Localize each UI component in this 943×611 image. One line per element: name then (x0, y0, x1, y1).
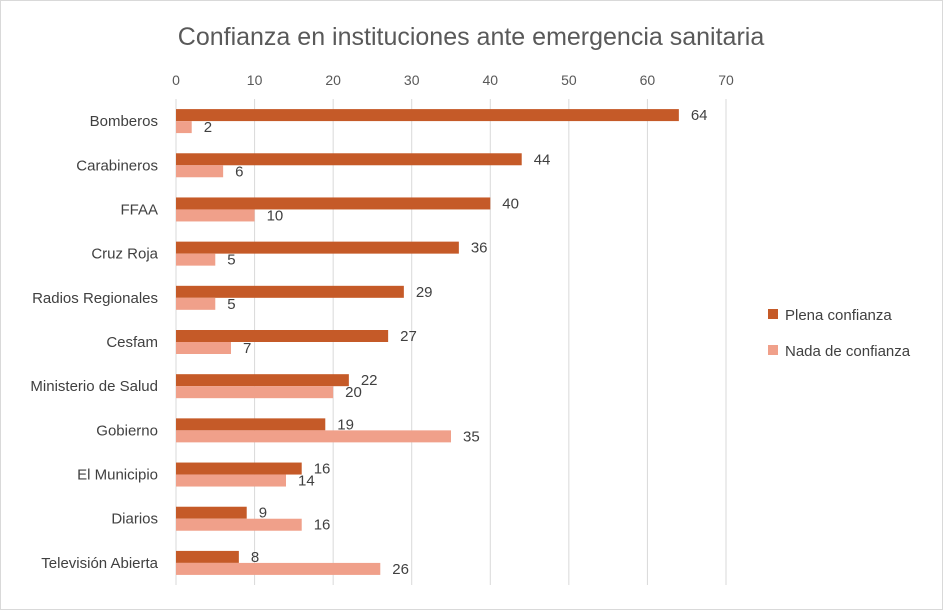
x-tick-label: 60 (640, 72, 656, 88)
bar-nada-de-confianza (176, 474, 286, 487)
bar-nada-de-confianza (176, 562, 381, 575)
bar-plena-confianza (176, 241, 459, 254)
data-label: 22 (361, 372, 378, 389)
bar-plena-confianza (176, 330, 389, 342)
category-label: Radios Regionales (32, 290, 158, 307)
bar-nada-de-confianza (176, 342, 231, 354)
x-tick-label: 30 (404, 72, 420, 88)
bar-plena-confianza (176, 506, 247, 519)
data-label: 44 (534, 151, 551, 168)
data-label: 19 (337, 416, 354, 433)
bar-plena-confianza (176, 109, 679, 122)
x-tick-label: 50 (561, 72, 577, 88)
data-label: 27 (400, 328, 417, 345)
data-label: 40 (502, 195, 519, 212)
bar-plena-confianza (176, 550, 239, 563)
x-tick-label: 10 (247, 72, 263, 88)
x-tick-label: 0 (172, 72, 180, 88)
data-label: 5 (227, 296, 235, 313)
bar-nada-de-confianza (176, 165, 224, 178)
category-label: Bomberos (90, 113, 158, 130)
x-tick-label: 20 (325, 72, 341, 88)
chart-title: Confianza en instituciones ante emergenc… (178, 23, 765, 51)
category-label: Carabineros (76, 157, 158, 174)
category-label: Gobierno (96, 422, 158, 439)
bar-plena-confianza (176, 374, 349, 387)
legend-swatch (768, 345, 778, 355)
data-label: 64 (691, 107, 708, 124)
data-label: 36 (471, 240, 488, 257)
bar-nada-de-confianza (176, 518, 302, 531)
data-label: 16 (314, 517, 331, 534)
data-label: 29 (416, 284, 433, 301)
bar-plena-confianza (176, 153, 522, 166)
category-label: Televisión Abierta (41, 555, 158, 572)
data-label: 10 (267, 207, 284, 224)
bar-plena-confianza (176, 418, 326, 431)
bar-nada-de-confianza (176, 253, 216, 266)
category-label: Ministerio de Salud (30, 378, 158, 395)
data-label: 8 (251, 549, 259, 566)
x-tick-label: 40 (482, 72, 498, 88)
category-label: Diarios (111, 511, 158, 528)
category-label: Cruz Roja (91, 246, 158, 263)
data-label: 14 (298, 473, 315, 490)
legend-label: Plena confianza (785, 307, 892, 324)
category-labels: Bomberos Carabineros FFAA Cruz Roja Radios R… (30, 113, 158, 572)
data-label: 5 (227, 252, 235, 269)
data-label: 2 (204, 119, 212, 136)
data-label: 9 (259, 505, 267, 522)
bars (176, 109, 679, 575)
data-label: 20 (345, 384, 362, 401)
bar-nada-de-confianza (176, 297, 216, 310)
legend: Plena confianza Nada de confianza (768, 307, 911, 360)
legend-swatch (768, 309, 778, 319)
x-tick-label: 70 (718, 72, 734, 88)
bar-nada-de-confianza (176, 121, 192, 134)
data-label: 35 (463, 428, 480, 445)
bar-nada-de-confianza (176, 386, 334, 399)
bar-nada-de-confianza (176, 209, 255, 222)
bar-plena-confianza (176, 462, 302, 475)
bar-plena-confianza (176, 197, 491, 210)
data-label: 6 (235, 163, 243, 180)
data-label: 26 (392, 561, 409, 578)
x-axis-ticks: 0 10 20 30 40 50 60 70 (172, 72, 734, 88)
category-label: El Municipio (77, 467, 158, 484)
bar-plena-confianza (176, 285, 404, 298)
data-label: 7 (243, 340, 251, 357)
category-label: Cesfam (106, 334, 158, 351)
legend-label: Nada de confianza (785, 343, 911, 360)
bar-nada-de-confianza (176, 430, 451, 443)
data-label: 16 (314, 461, 331, 478)
category-label: FFAA (120, 201, 158, 218)
